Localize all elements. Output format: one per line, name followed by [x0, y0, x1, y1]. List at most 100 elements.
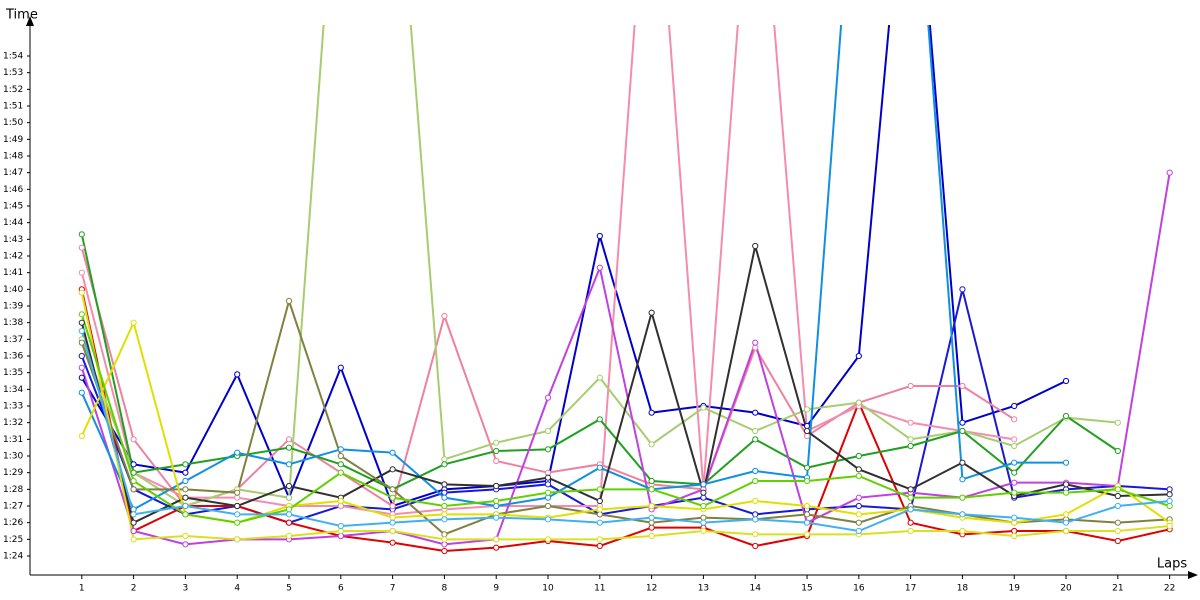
- point: [700, 404, 707, 411]
- point: [285, 519, 293, 526]
- point: [130, 506, 137, 513]
- point: [493, 536, 500, 543]
- series-line: [80, 25, 1067, 511]
- point: [752, 497, 759, 505]
- point: [234, 449, 241, 456]
- point: [78, 231, 85, 238]
- x-tick-label: 6: [338, 584, 344, 594]
- point: [544, 427, 552, 435]
- point: [441, 531, 448, 538]
- y-tick-label: 1:49: [3, 135, 23, 145]
- point: [855, 352, 862, 360]
- point: [1062, 489, 1070, 496]
- y-tick-label: 1:26: [3, 518, 23, 528]
- point: [752, 542, 759, 550]
- point: [1114, 447, 1121, 455]
- x-tick-label: 8: [442, 584, 448, 594]
- point: [337, 452, 344, 460]
- point: [285, 444, 293, 451]
- point: [493, 482, 500, 490]
- point: [752, 511, 759, 518]
- point: [493, 439, 500, 446]
- point: [285, 297, 293, 305]
- x-tick-label: 3: [183, 584, 189, 594]
- point: [1062, 511, 1070, 518]
- point: [130, 536, 137, 543]
- y-tick-label: 1:31: [3, 435, 23, 445]
- point: [907, 382, 914, 390]
- point: [441, 502, 448, 510]
- point: [182, 469, 189, 476]
- point: [544, 394, 552, 401]
- point: [752, 531, 759, 538]
- point: [1166, 522, 1173, 530]
- x-tick-label: 16: [853, 584, 865, 594]
- point: [1011, 402, 1018, 410]
- point: [441, 511, 448, 518]
- point: [648, 477, 655, 485]
- point: [700, 519, 707, 526]
- y-tick-label: 1:37: [3, 335, 23, 345]
- point: [182, 494, 189, 501]
- point: [648, 519, 655, 526]
- point: [596, 374, 603, 381]
- point: [1011, 514, 1018, 521]
- point: [234, 494, 241, 501]
- point: [234, 536, 241, 543]
- y-tick-label: 1:30: [3, 452, 23, 462]
- point: [648, 309, 655, 316]
- point: [1011, 416, 1018, 423]
- point: [596, 536, 603, 543]
- x-tick-label: 15: [801, 584, 812, 594]
- y-tick-label: 1:48: [3, 152, 23, 162]
- y-arrow: [26, 16, 34, 26]
- series-line: [80, 25, 1067, 508]
- point: [1062, 412, 1070, 420]
- point: [130, 477, 137, 485]
- point: [441, 516, 448, 523]
- point: [182, 511, 189, 518]
- point: [337, 502, 344, 510]
- point: [78, 352, 85, 360]
- point: [959, 494, 966, 501]
- y-tick-label: 1:39: [3, 302, 23, 312]
- point: [389, 519, 396, 526]
- point: [596, 506, 603, 513]
- y-tick-label: 1:33: [3, 402, 23, 412]
- series-line: [80, 297, 1170, 536]
- point: [441, 489, 448, 496]
- point: [855, 472, 862, 480]
- point: [1011, 436, 1018, 443]
- series-line: [80, 245, 1170, 525]
- x-tick-label: 12: [646, 584, 657, 594]
- y-tick-label: 1:25: [3, 535, 23, 545]
- series-line: [80, 289, 1170, 553]
- point: [1166, 502, 1173, 510]
- point: [130, 436, 137, 443]
- point: [1114, 527, 1121, 535]
- point: [855, 466, 862, 473]
- point: [337, 364, 344, 371]
- point: [544, 502, 552, 510]
- y-tick-label: 1:38: [3, 318, 23, 328]
- point: [959, 476, 966, 483]
- y-tick-label: 1:46: [3, 185, 23, 195]
- x-axis-label: Laps: [1157, 557, 1187, 572]
- y-tick-label: 1:40: [3, 285, 23, 295]
- series-line: [80, 330, 1170, 533]
- y-tick-label: 1:52: [3, 85, 23, 95]
- point: [389, 527, 396, 535]
- point: [803, 422, 811, 430]
- point: [803, 531, 811, 538]
- y-tick-label: 1:43: [3, 235, 23, 245]
- point: [959, 419, 966, 426]
- point: [78, 244, 85, 251]
- point: [855, 452, 862, 460]
- point: [544, 494, 552, 501]
- point: [182, 461, 189, 468]
- point: [803, 427, 811, 435]
- point: [1114, 537, 1121, 545]
- x-tick-label: 22: [1164, 584, 1175, 594]
- point: [959, 459, 966, 466]
- series-line: [80, 314, 1170, 524]
